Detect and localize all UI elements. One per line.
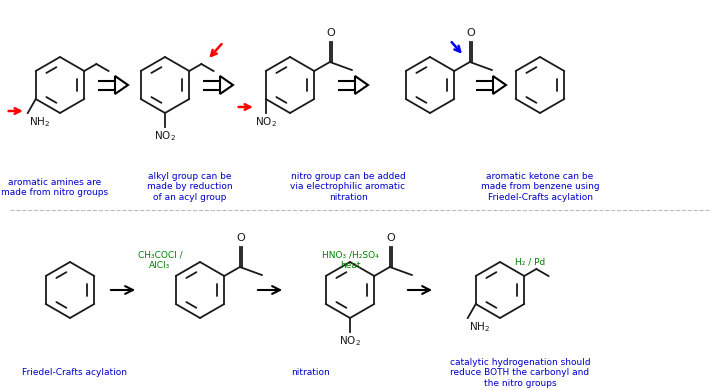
Text: O: O (326, 28, 335, 38)
Text: NO$_2$: NO$_2$ (154, 129, 176, 143)
Text: H₂ / Pd: H₂ / Pd (515, 257, 545, 266)
Text: HNO₃ /H₂SO₄
heat: HNO₃ /H₂SO₄ heat (321, 250, 378, 270)
Text: NH$_2$: NH$_2$ (29, 115, 50, 129)
Text: O: O (467, 28, 475, 38)
Text: aromatic amines are
made from nitro groups: aromatic amines are made from nitro grou… (1, 178, 109, 197)
Text: O: O (386, 233, 395, 243)
Text: nitration: nitration (290, 368, 329, 377)
Text: alkyl group can be
made by reduction
of an acyl group: alkyl group can be made by reduction of … (147, 172, 233, 202)
Text: catalytic hydrogenation should
reduce BOTH the carbonyl and
the nitro groups: catalytic hydrogenation should reduce BO… (449, 358, 590, 388)
Polygon shape (355, 76, 368, 94)
Text: Friedel-Crafts acylation: Friedel-Crafts acylation (22, 368, 127, 377)
Text: NO$_2$: NO$_2$ (255, 115, 277, 129)
Text: NH$_2$: NH$_2$ (469, 320, 490, 334)
Text: CH₃COCl /
AlCl₃: CH₃COCl / AlCl₃ (137, 250, 183, 270)
Text: NO$_2$: NO$_2$ (339, 334, 361, 348)
Text: nitro group can be added
via electrophilic aromatic
nitration: nitro group can be added via electrophil… (290, 172, 406, 202)
Polygon shape (220, 76, 233, 94)
Polygon shape (493, 76, 506, 94)
Text: O: O (237, 233, 245, 243)
Polygon shape (115, 76, 128, 94)
Text: aromatic ketone can be
made from benzene using
Friedel-Crafts acylation: aromatic ketone can be made from benzene… (481, 172, 600, 202)
